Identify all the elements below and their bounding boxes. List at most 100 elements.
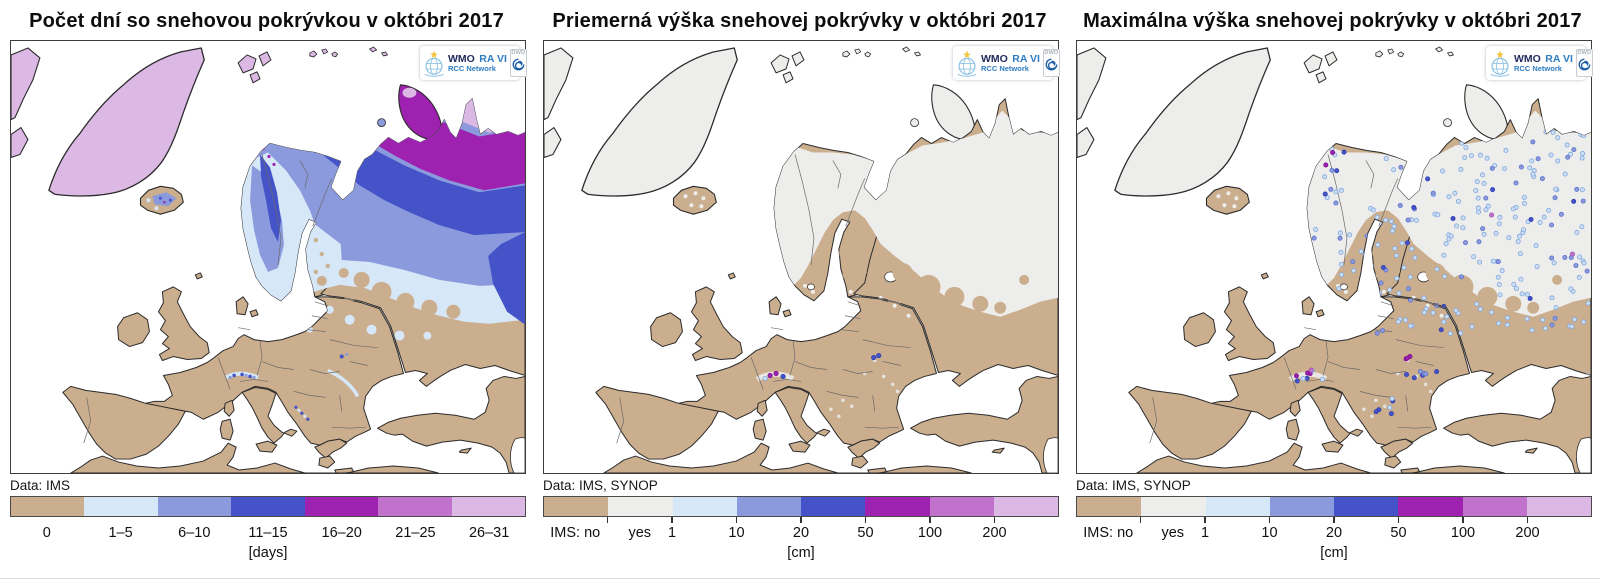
dwd-logo: DWD <box>1042 49 1060 77</box>
legend-tick <box>800 517 802 523</box>
wmo-logo-text: WMO RA VI RCC Network <box>1514 52 1573 73</box>
legend-segment <box>1077 497 1142 516</box>
legend-tick <box>1268 517 1271 523</box>
legend-label: 16–20 <box>321 525 362 541</box>
country-borders <box>83 154 378 444</box>
legend-label: yes <box>1161 525 1185 541</box>
legend-labels: 1 10 20 50 100 200 IMS: no yes <box>1076 517 1592 544</box>
europe-map <box>11 41 525 473</box>
legend-labels: 1 10 20 50 100 200 IMS: no yes <box>543 517 1059 544</box>
wmo-rcc-logo-badge: WMO RA VI RCC Network DWD <box>953 46 1060 80</box>
legend-colorbar <box>10 496 526 517</box>
legend-tick <box>1462 517 1464 523</box>
legend-segment <box>544 497 609 516</box>
data-source-label: Data: IMS, SYNOP <box>543 478 658 493</box>
legend-segment <box>1205 497 1270 516</box>
page-title: Priemerná výška snehovej pokrývky v októ… <box>552 10 1047 32</box>
legend-tick <box>1333 517 1335 523</box>
wmo-emblem-icon <box>957 50 977 77</box>
legend-segment <box>231 497 305 516</box>
legend-label: 1 <box>667 525 677 541</box>
legend-label: 11–15 <box>248 525 288 541</box>
dwd-logo: DWD <box>1575 49 1593 77</box>
legend-tick <box>1139 517 1142 523</box>
map-maximum-snow-depth: WMO RA VI RCC Network DWD <box>1076 40 1593 474</box>
page-title: Maximálna výška snehovej pokrývky v októ… <box>1083 10 1582 32</box>
legend-segment <box>736 497 801 516</box>
legend-label: 1 <box>1200 525 1210 541</box>
legend-segment <box>1269 497 1334 516</box>
legend-label: 50 <box>1390 525 1407 541</box>
legend-label: IMS: no <box>550 525 601 541</box>
country-borders <box>616 154 911 444</box>
wmo-emblem-icon <box>424 50 444 77</box>
data-source-label: Data: IMS <box>10 478 71 493</box>
legend-label: 200 <box>982 525 1007 541</box>
legend-segment <box>84 497 158 516</box>
legend-label: 21–25 <box>395 525 436 541</box>
legend-label: 0 <box>42 525 51 541</box>
legend-label: 100 <box>1450 525 1476 541</box>
europe-map-svg <box>1077 41 1591 473</box>
station-dots <box>762 352 882 382</box>
legend-label: 20 <box>792 525 810 541</box>
legend-segment <box>608 497 673 516</box>
europe-map <box>1077 41 1591 473</box>
wmo-emblem-icon <box>1490 50 1510 77</box>
legend-segment <box>1398 497 1463 516</box>
legend-tick <box>735 517 738 523</box>
wmo-rcc-logo-badge: WMO RA VI RCC Network DWD <box>1486 46 1593 80</box>
snow-overlay <box>1288 110 1591 419</box>
legend-tick <box>1526 517 1529 523</box>
dwd-spiral-icon <box>1045 58 1058 71</box>
europe-map-svg <box>544 41 1058 473</box>
legend-segment <box>1334 497 1399 516</box>
panel-days-with-snow-cover: Počet dní so snehovou pokrývkou v októbr… <box>0 0 533 561</box>
legend-segment <box>993 497 1058 516</box>
dwd-spiral-icon <box>512 58 525 71</box>
legend-label: 200 <box>1515 525 1540 541</box>
legend-tick <box>1397 517 1400 523</box>
legend-segment <box>1526 497 1591 516</box>
legend-label: IMS: no <box>1083 525 1134 541</box>
legend-colorbar <box>1076 496 1592 517</box>
legend-label: 50 <box>857 525 874 541</box>
map-days-with-snow-cover: WMO RA VI RCC Network DWD <box>10 40 527 474</box>
legend-segment <box>1462 497 1527 516</box>
legend-label: 10 <box>728 525 745 541</box>
legend-labels: 0 1–5 6–10 11–15 16–20 21–25 26–31 <box>10 517 526 544</box>
page-bottom-rule <box>0 578 1600 579</box>
legend-tick <box>606 517 609 523</box>
legend-unit: [cm] <box>1320 545 1348 561</box>
legend-segment <box>11 497 85 516</box>
legend-tick <box>993 517 996 523</box>
page-title: Počet dní so snehovou pokrývkou v októbr… <box>29 10 504 32</box>
wmo-rcc-logo-badge: WMO RA VI RCC Network DWD <box>420 46 527 80</box>
legend-unit: [days] <box>248 545 288 561</box>
panel-maximum-snow-depth: Maximálna výška snehovej pokrývky v októ… <box>1066 0 1599 561</box>
legend-label: yes <box>628 525 652 541</box>
europe-map <box>544 41 1058 473</box>
legend-segment <box>157 497 232 516</box>
legend-segment <box>378 497 452 516</box>
map-average-snow-depth: WMO RA VI RCC Network DWD <box>543 40 1060 474</box>
legend-segment <box>304 497 379 516</box>
legend-segment <box>865 497 930 516</box>
legend-segment <box>801 497 866 516</box>
dwd-spiral-icon <box>1578 58 1591 71</box>
legend-tick <box>1204 517 1206 523</box>
legend-label: 1–5 <box>108 525 133 541</box>
legend-label: 10 <box>1261 525 1278 541</box>
legend-tick <box>671 517 673 523</box>
dwd-logo: DWD <box>509 49 527 77</box>
legend-segment <box>1141 497 1206 516</box>
legend-unit: [cm] <box>787 545 815 561</box>
legend-segment <box>451 497 525 516</box>
legend-tick <box>864 517 867 523</box>
legend-tick <box>929 517 931 523</box>
legend-colorbar <box>543 496 1059 517</box>
legend-label: 20 <box>1325 525 1343 541</box>
legend-label: 100 <box>917 525 943 541</box>
legend-segment <box>672 497 737 516</box>
legend-label: 26–31 <box>468 525 510 541</box>
